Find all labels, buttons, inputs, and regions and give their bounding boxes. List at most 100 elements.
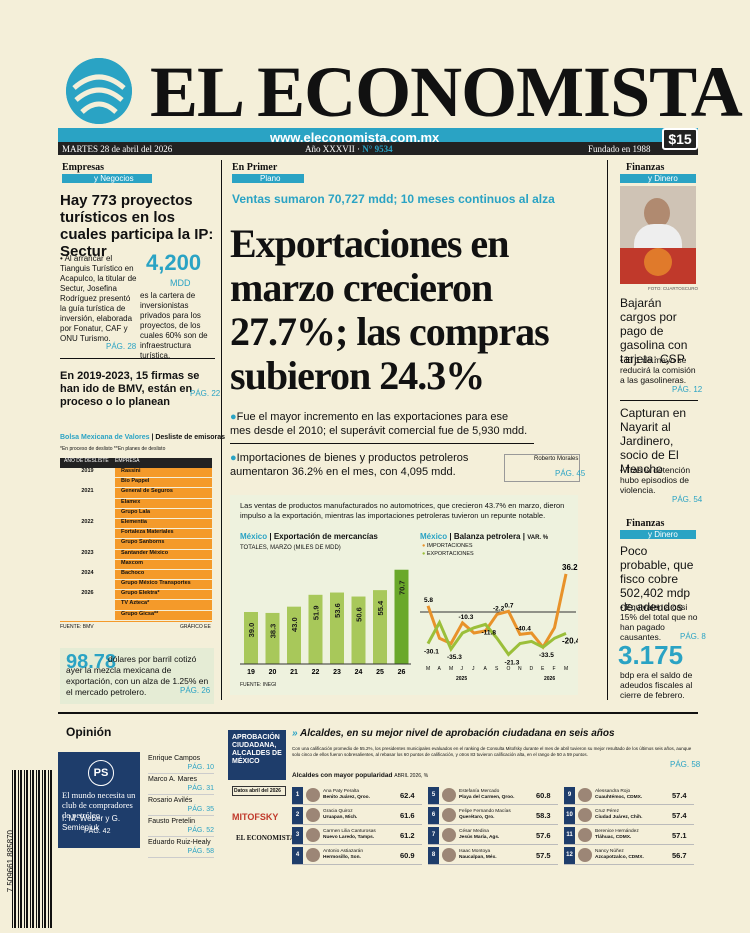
opinion-title: Opinión: [66, 725, 112, 739]
right-headline-3[interactable]: Poco probable, que fisco cobre 502,402 m…: [620, 544, 694, 614]
right-headline-1[interactable]: Bajarán cargos por pago de gasolina con …: [620, 296, 688, 366]
barcode-number: 7 509661 885870: [6, 830, 15, 893]
legend-imports: ● IMPORTACIONES: [422, 543, 473, 549]
bar: [287, 606, 301, 664]
columnist-name: Rosario Avilés: [148, 797, 193, 804]
avatar: [306, 848, 320, 862]
bullet-1: ●Fue el mayor incremento en las exportac…: [230, 411, 528, 437]
page-ref[interactable]: PÁG. 8: [680, 632, 706, 641]
mayor-score: 61.2: [400, 830, 415, 840]
mayor-row: 11 Berenice Hernández Tláhuac, CDMX. 57.1: [564, 826, 694, 845]
avatar: [442, 828, 456, 842]
x-tick-label: 20: [269, 669, 277, 676]
x-tick-label: 25: [376, 669, 384, 676]
data-label: -40.4: [516, 625, 531, 632]
page-ref[interactable]: PÁG. 54: [672, 495, 703, 504]
columnist-item[interactable]: Fausto Pretelin PÁG. 52: [148, 817, 214, 837]
delist-company: Fortaleza Materiales: [121, 529, 174, 536]
mayor-score: 60.8: [536, 790, 551, 800]
ps-logo-icon: PS: [88, 760, 114, 786]
price-badge: $15: [662, 128, 698, 150]
mitofsky-logo: MITOFSKY: [232, 812, 279, 822]
page-ref[interactable]: PÁG. 45: [555, 469, 586, 478]
left-headline[interactable]: Hay 773 proyectos turísticos en los cual…: [60, 192, 214, 260]
bar: [373, 590, 387, 664]
issue: Año XXXVII · N° 9534: [305, 144, 393, 154]
mayor-name: Alessandra Rojo: [595, 789, 631, 794]
columnist-name: Fausto Pretelin: [148, 818, 196, 825]
avatar: [306, 808, 320, 822]
line-chart-title: México | Balanza petrolera | VAR. %: [420, 532, 549, 541]
mayor-score: 57.4: [672, 810, 687, 820]
mayor-score: 57.1: [672, 830, 687, 840]
mayor-score: 56.7: [672, 850, 687, 860]
page-ref[interactable]: PÁG. 22: [190, 389, 221, 398]
approval-side-title: APROBACIÓN CIUDADANA, ALCALDES DE MÉXICO: [232, 734, 282, 765]
exports-bar-chart: 39.0 19 38.3 20 43.0 21 51.9 22 53.6 23 50.6 24 55.4…: [240, 569, 411, 676]
right-number-text: bdp era el saldo de adeudos fiscales al …: [620, 670, 693, 700]
columnist-item[interactable]: Rosario Avilés PÁG. 35: [148, 796, 214, 816]
page-ref[interactable]: PÁG. 58: [670, 760, 701, 769]
x-tick-label: F: [553, 666, 556, 672]
opinion-box-text: El mundo necesita un club de compradores…: [62, 790, 136, 820]
rank-badge: 1: [292, 786, 303, 804]
approval-side-box: [228, 730, 286, 780]
mayor-city: Querétaro, Qro.: [459, 815, 495, 820]
x-tick-label: E: [541, 666, 545, 672]
page-ref[interactable]: PÁG. 28: [106, 342, 137, 351]
delist-year: [60, 498, 115, 508]
columnist-item[interactable]: Eduardo Ruiz-Healy PÁG. 58: [148, 838, 214, 858]
delist-company: General de Seguros: [121, 488, 173, 495]
data-label: -35.3: [447, 654, 462, 661]
approval-side-date: Datos abril del 2026: [232, 786, 286, 796]
x-tick-label: M: [564, 666, 568, 672]
delist-company: Rassini: [121, 468, 141, 474]
delist-year: [60, 539, 115, 549]
main-headline[interactable]: Exportaciones en marzo crecieron 27.7%; …: [230, 221, 550, 398]
bar-value-label: 50.6: [355, 607, 364, 622]
brand-logo: EL ECONOMISTA: [236, 834, 295, 842]
mayors-ranking: 1 Ana Paty Peralta Benito Juárez, Qroo. 6…: [292, 786, 694, 868]
delist-company: Grupo Gicsa**: [121, 610, 159, 617]
page-ref[interactable]: PÁG. 26: [180, 686, 211, 695]
mayor-city: Uruapan, Mich.: [323, 815, 358, 820]
delist-year: 2024: [60, 569, 115, 580]
data-label: -10.3: [459, 614, 474, 621]
delist-company: Grupo México Transportes: [121, 580, 191, 587]
bar: [330, 592, 344, 664]
delist-row: Bio Pappel: [60, 478, 212, 489]
delist-company: Grupo Lala: [121, 508, 151, 515]
x-tick-label: J: [461, 666, 464, 672]
delist-row: Grupo Lala: [60, 508, 212, 519]
page-ref[interactable]: PÁG. 12: [672, 385, 703, 394]
mayor-row: 10 Cruz Pérez Ciudad Juárez, Chih. 57.4: [564, 806, 694, 825]
delist-company: Santander México: [121, 549, 169, 556]
avatar: [442, 788, 456, 802]
mayor-score: 62.4: [400, 790, 415, 800]
bar: [265, 612, 280, 664]
bar-chart-title: México | Exportación de mercancías: [240, 532, 378, 541]
data-label: -11.8: [482, 629, 497, 636]
bottom-headline[interactable]: » Alcaldes, en su mejor nivel de aprobac…: [292, 728, 615, 739]
delist-row: 2022 Elementia: [60, 518, 212, 530]
columnist-item[interactable]: Marco A. Mares PÁG. 31: [148, 775, 214, 795]
rank-badge: 11: [564, 826, 575, 844]
left-headline-2[interactable]: En 2019-2023, 15 firmas se han ido de BM…: [60, 370, 200, 408]
page-ref[interactable]: PÁG. 42: [84, 828, 111, 835]
ranking-title: Alcaldes con mayor popularidad ABRIL 202…: [292, 772, 429, 779]
page-ref: PÁG. 10: [187, 764, 214, 771]
delist-year: [60, 508, 115, 518]
columnist-name: Enrique Campos: [148, 755, 201, 762]
site-url[interactable]: www.eleconomista.com.mx: [270, 130, 440, 145]
delist-row: 2021 General de Seguros: [60, 488, 212, 499]
delist-row: Grupo Sanborns: [60, 539, 212, 550]
delist-year: [60, 610, 115, 620]
delist-year: 2021: [60, 488, 115, 498]
right-headline-2[interactable]: Capturan en Nayarit al Jardinero, socio …: [620, 406, 687, 476]
avatar: [578, 808, 592, 822]
page-ref: PÁG. 58: [187, 848, 214, 855]
avatar: [578, 788, 592, 802]
columnist-item[interactable]: Enrique Campos PÁG. 10: [148, 754, 214, 774]
x-tick-label: D: [530, 666, 534, 672]
big-number: 4,200: [146, 250, 202, 275]
